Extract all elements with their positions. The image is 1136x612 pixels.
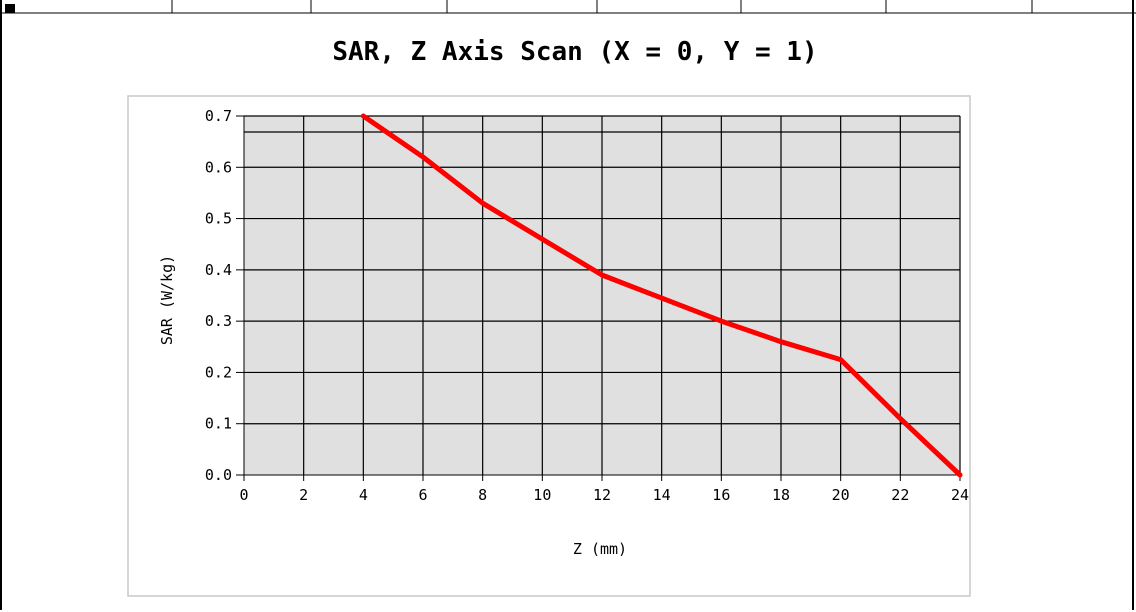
y-tick-label: 0.6: [205, 158, 232, 176]
axes: [236, 115, 961, 481]
x-tick-label: 24: [951, 486, 969, 504]
x-tick-labels: 0 2 4 6 8 10 12 14 16 18 20 22 24: [239, 486, 969, 504]
x-tick-label: 2: [299, 486, 308, 504]
x-axis-label: Z (mm): [573, 540, 627, 558]
x-tick-label: 10: [533, 486, 551, 504]
y-tick-label: 0.3: [205, 312, 232, 330]
x-tick-label: 18: [772, 486, 790, 504]
chart-title: SAR, Z Axis Scan (X = 0, Y = 1): [332, 37, 817, 67]
table-header-strip: [0, 0, 1136, 14]
x-tick-label: 14: [653, 486, 671, 504]
x-tick-label: 6: [418, 486, 427, 504]
y-tick-label: 0.7: [205, 107, 232, 125]
y-tick-label: 0.5: [205, 210, 232, 228]
grid-lines: [244, 115, 961, 475]
chart-panel-border: [127, 95, 971, 597]
y-tick-labels: 0.0 0.1 0.2 0.3 0.4 0.5 0.6 0.7: [205, 107, 232, 484]
x-tick-label: 20: [832, 486, 850, 504]
y-tick-label: 0.0: [205, 466, 232, 484]
x-tick-label: 12: [593, 486, 611, 504]
y-tick-label: 0.2: [205, 363, 232, 381]
header-strip-lines: [0, 0, 1136, 14]
x-tick-label: 4: [359, 486, 368, 504]
x-tick-label: 0: [239, 486, 248, 504]
x-tick-label: 8: [478, 486, 487, 504]
x-tick-label: 16: [712, 486, 730, 504]
y-tick-label: 0.4: [205, 261, 232, 279]
series-line: [360, 113, 963, 478]
x-tick-label: 22: [891, 486, 909, 504]
y-axis-label: SAR (W/kg): [158, 255, 176, 345]
y-tick-label: 0.1: [205, 415, 232, 433]
